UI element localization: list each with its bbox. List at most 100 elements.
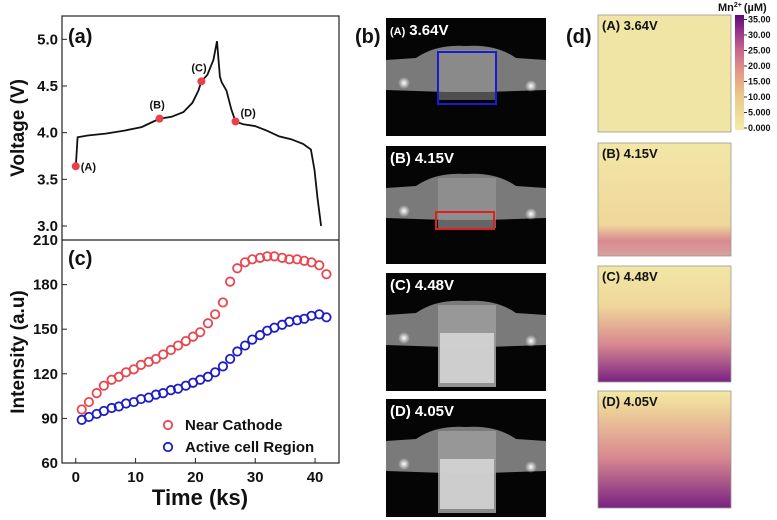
data-point-near-cathode <box>217 297 229 308</box>
legend-marker <box>162 419 174 431</box>
roi-box-active-region <box>437 51 497 105</box>
data-point-near-cathode <box>187 331 199 342</box>
data-point-near-cathode <box>254 252 266 263</box>
y-tick-label: 3.5 <box>37 171 58 188</box>
colorbar-tick-label: 0.000 <box>748 123 771 133</box>
map-title: (A) 3.64V <box>602 18 658 33</box>
legend-label: Near Cathode <box>185 417 283 434</box>
colorbar-tick-label: 5.000 <box>748 108 771 118</box>
data-point-active-region <box>239 340 251 351</box>
x-tick-label: 0 <box>72 469 80 486</box>
y-tick-label: 120 <box>33 366 58 383</box>
data-point-near-cathode <box>299 255 310 266</box>
panel-label-a: (a) <box>68 26 92 48</box>
voltage-point-label: (C) <box>191 62 207 74</box>
data-point-near-cathode <box>113 371 124 382</box>
data-point-near-cathode <box>83 396 95 408</box>
map-title: (C) 4.48V <box>602 269 658 284</box>
data-point-near-cathode <box>98 380 109 391</box>
x-tick-label: 10 <box>127 469 144 486</box>
x-tick-label: 20 <box>187 469 204 486</box>
data-point-active-region <box>232 346 243 357</box>
map-title: (B) 4.15V <box>602 146 658 161</box>
image-voltage-label: (B) 4.15V <box>390 150 454 167</box>
mn-concentration-map: (D) 4.05V <box>597 390 732 509</box>
image-voltage-label: (C) 4.48V <box>390 277 454 294</box>
legend-label: Active cell Region <box>185 439 314 456</box>
voltage-point-label: (A) <box>81 161 97 173</box>
voltage-point-label: (B) <box>150 100 166 112</box>
y-tick-label: 180 <box>33 277 58 294</box>
map-title: (D) 4.05V <box>602 394 658 409</box>
y-tick-label: 150 <box>33 321 58 338</box>
data-point-active-region <box>254 330 266 341</box>
colorbar-tick-label: 30.00 <box>748 30 771 40</box>
data-point-near-cathode <box>195 327 206 338</box>
data-point-active-region <box>165 385 176 396</box>
data-point-near-cathode <box>292 254 303 265</box>
intensity-axis-label: Intensity (a.u) <box>8 290 29 414</box>
data-point-active-region <box>210 367 221 378</box>
data-point-active-region <box>106 402 117 414</box>
y-tick-label: 4.5 <box>37 78 58 95</box>
image-voltage-label: (A) 3.64V <box>390 22 448 39</box>
colorbar-tick-label: 35.00 <box>748 15 771 25</box>
voltage-point-marker <box>197 77 206 86</box>
colorbar-tick-label: 10.00 <box>748 92 771 102</box>
voltage-point-marker <box>231 117 240 126</box>
voltage-axis-label: Voltage (V) <box>8 79 29 177</box>
colorbar-gradient <box>735 15 744 130</box>
panel-label-d: (d) <box>566 26 592 48</box>
image-voltage-label: (D) 4.05V <box>390 403 454 420</box>
y-tick-label: 4.0 <box>37 125 58 142</box>
roi-box-near-cathode <box>435 211 495 230</box>
x-tick-label: 30 <box>247 469 264 486</box>
data-point-near-cathode <box>180 335 191 347</box>
data-point-near-cathode <box>277 252 288 263</box>
voltage-point-marker <box>155 114 164 123</box>
data-point-active-region <box>217 361 229 372</box>
mn-concentration-map: (C) 4.48V <box>597 265 732 383</box>
xray-image: (D) 4.05V <box>386 399 546 517</box>
y-tick-label: 3.0 <box>37 218 58 235</box>
y-tick-label: 60 <box>41 455 58 472</box>
data-point-near-cathode <box>158 349 169 360</box>
data-point-active-region <box>247 334 258 345</box>
data-point-active-region <box>292 315 303 326</box>
data-point-near-cathode <box>262 251 273 262</box>
panel-label-b: (b) <box>355 26 381 48</box>
voltage-intensity-chart: (a) (c) Voltage (V) Intensity (a.u) Time… <box>8 15 340 510</box>
y-tick-label: 210 <box>33 232 58 249</box>
mn-concentration-map: (B) 4.15V <box>597 142 732 257</box>
data-point-active-region <box>202 371 214 382</box>
xray-image: (A) 3.64V <box>386 18 546 136</box>
data-point-near-cathode <box>172 340 184 351</box>
data-point-near-cathode <box>210 309 221 320</box>
x-tick-label: 40 <box>307 469 324 486</box>
data-point-near-cathode <box>150 353 162 365</box>
data-point-near-cathode <box>202 318 214 329</box>
data-point-near-cathode <box>225 276 236 287</box>
data-point-near-cathode <box>91 388 102 399</box>
colorbar: Mn2+ (µM) 0.000 5.000 10.00 15.00 20.00 25.00 3… <box>718 2 771 133</box>
panel-label-c: (c) <box>68 248 92 270</box>
xray-image: (C) 4.48V <box>386 273 546 391</box>
time-axis-label: Time (ks) <box>152 485 248 510</box>
data-point-near-cathode <box>314 260 325 271</box>
data-point-near-cathode <box>165 344 176 356</box>
data-point-near-cathode <box>321 269 332 280</box>
y-tick-label: 5.0 <box>37 31 58 48</box>
voltage-point-label: (D) <box>240 107 256 119</box>
data-point-active-region <box>150 389 162 400</box>
colorbar-title: Mn2+ (µM) <box>718 2 767 14</box>
colorbar-tick-label: 25.00 <box>748 46 771 56</box>
voltage-curve <box>74 41 322 227</box>
data-point-near-cathode <box>128 364 139 375</box>
mn-concentration-map: (A) 3.64V <box>597 14 732 133</box>
data-point-near-cathode <box>232 263 243 274</box>
colorbar-tick-label: 20.00 <box>748 61 771 71</box>
y-tick-label: 90 <box>41 410 58 427</box>
data-point-active-region <box>225 353 236 365</box>
voltage-point-marker <box>71 162 80 171</box>
